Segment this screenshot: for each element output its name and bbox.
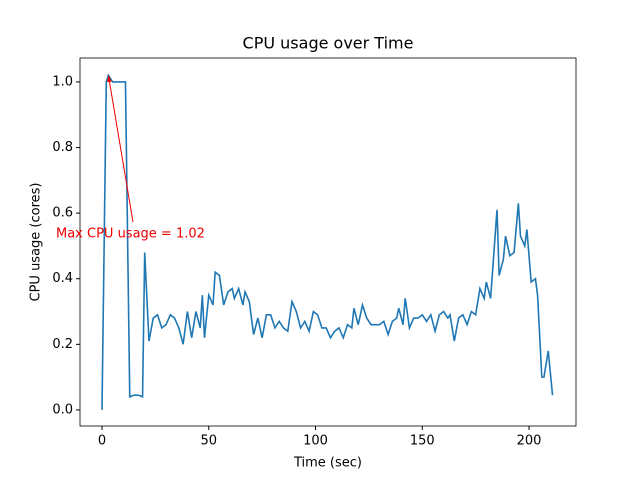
data-line [101,73,554,410]
y-tick-label: 0.0 [52,402,73,417]
x-axis-label: Time (sec) [293,456,362,471]
x-tick-label: 50 [200,434,217,449]
y-axis-label: CPU usage (cores) [29,183,44,302]
x-tick-label: 100 [303,434,328,449]
x-tick-label: 0 [98,434,106,449]
x-tick-label: 150 [410,434,435,449]
plot-frame [79,57,577,427]
y-tick-label: 1.0 [52,74,73,89]
y-tick-label: 0.6 [52,206,73,221]
y-tick-label: 0.4 [52,271,73,286]
annotation-arrowhead [107,75,112,83]
x-tick-label: 200 [517,434,542,449]
annotation-arrow [107,75,134,223]
y-tick-label: 0.2 [52,337,73,352]
chart-title: CPU usage over Time [243,34,414,53]
annotation: Max CPU usage = 1.02 [56,227,205,242]
y-tick-label: 0.8 [52,140,73,155]
